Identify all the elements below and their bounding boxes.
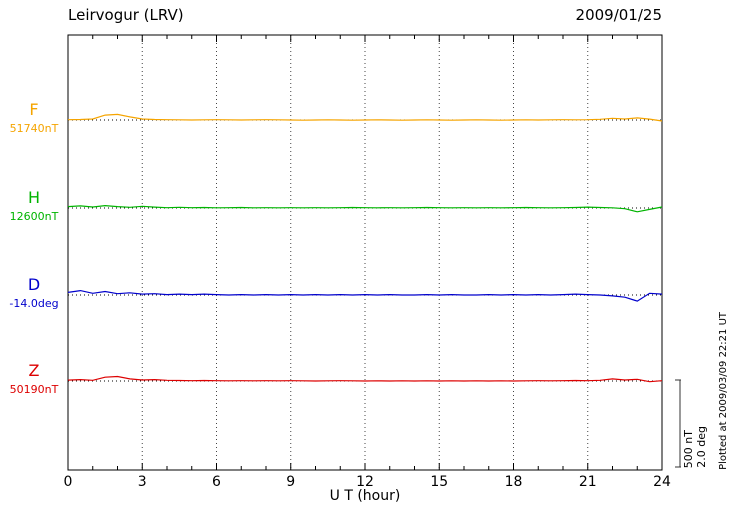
trace-D	[67, 289, 663, 302]
series-label-D: D	[27, 275, 41, 294]
x-tick-label: 0	[64, 474, 73, 490]
series-label-Z: Z	[28, 361, 40, 380]
series-baseline-H: 12600nT	[9, 210, 59, 223]
series-baseline-D: -14.0deg	[9, 297, 59, 310]
x-tick-label: 24	[653, 474, 671, 490]
x-tick-label: 15	[430, 474, 448, 490]
scale-bar-deg-label: 2.0 deg	[695, 426, 708, 468]
plot-date: 2009/01/25	[575, 6, 662, 24]
trace-Z	[67, 375, 663, 383]
x-axis-label: U T (hour)	[329, 488, 401, 504]
series-label-H: H	[27, 188, 41, 207]
series-baseline-F: 51740nT	[9, 122, 59, 135]
x-tick-label: 21	[579, 474, 597, 490]
x-tick-label: 6	[212, 474, 221, 490]
x-tick-label: 9	[286, 474, 295, 490]
x-tick-label: 3	[138, 474, 147, 490]
trace-H	[67, 204, 663, 213]
plotted-at-note: Plotted at 2009/03/09 22:21 UT	[718, 312, 729, 470]
series-baseline-Z: 50190nT	[9, 383, 59, 396]
x-tick-label: 18	[505, 474, 523, 490]
x-tick-label: 12	[356, 474, 374, 490]
series-label-F: F	[29, 100, 39, 119]
plot-border	[67, 34, 663, 471]
station-title: Leirvogur (LRV)	[68, 6, 184, 24]
trace-F	[67, 113, 663, 122]
scale-bar-nt-label: 500 nT	[682, 429, 695, 468]
